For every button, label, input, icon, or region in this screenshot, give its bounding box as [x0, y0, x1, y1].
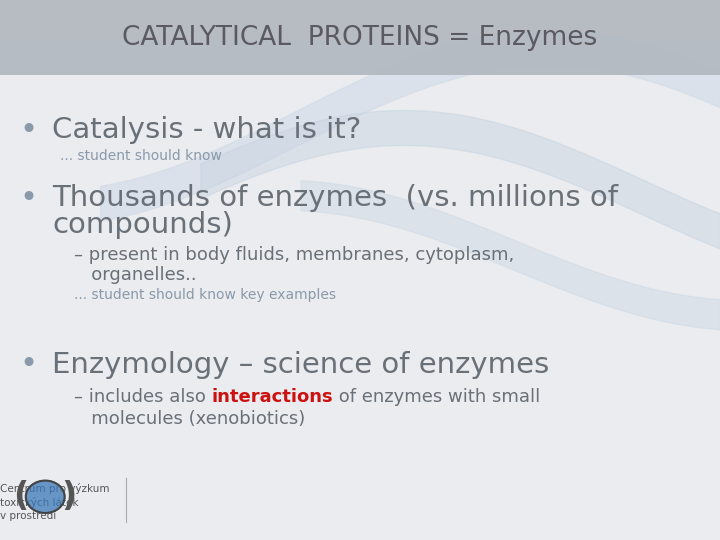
- Text: CATALYTICAL  PROTEINS = Enzymes: CATALYTICAL PROTEINS = Enzymes: [122, 25, 598, 51]
- Text: Thousands of enzymes  (vs. millions of: Thousands of enzymes (vs. millions of: [52, 184, 618, 212]
- Text: •: •: [19, 350, 37, 380]
- Text: – includes also: – includes also: [74, 388, 212, 406]
- Text: organelles..: organelles..: [74, 266, 197, 284]
- Text: (: (: [14, 480, 29, 514]
- Text: toxických látek: toxických látek: [0, 496, 78, 508]
- Text: •: •: [19, 116, 37, 145]
- Text: Enzymology – science of enzymes: Enzymology – science of enzymes: [52, 351, 549, 379]
- Bar: [0, 0, 720, 40]
- Text: ): ): [61, 480, 76, 514]
- Text: molecules (xenobiotics): molecules (xenobiotics): [74, 410, 305, 428]
- Text: – present in body fluids, membranes, cytoplasm,: – present in body fluids, membranes, cyt…: [74, 246, 514, 264]
- Text: compounds): compounds): [52, 211, 233, 239]
- Circle shape: [26, 481, 65, 513]
- Text: v prostředí: v prostředí: [0, 511, 56, 521]
- Text: •: •: [19, 184, 37, 213]
- Text: ... student should know key examples: ... student should know key examples: [74, 288, 336, 302]
- Text: Centrum pro výzkum: Centrum pro výzkum: [0, 483, 109, 494]
- Bar: [0, 0, 720, 75]
- Text: ... student should know: ... student should know: [60, 149, 222, 163]
- Text: Catalysis - what is it?: Catalysis - what is it?: [52, 116, 361, 144]
- Text: of enzymes with small: of enzymes with small: [333, 388, 541, 406]
- Text: interactions: interactions: [212, 388, 333, 406]
